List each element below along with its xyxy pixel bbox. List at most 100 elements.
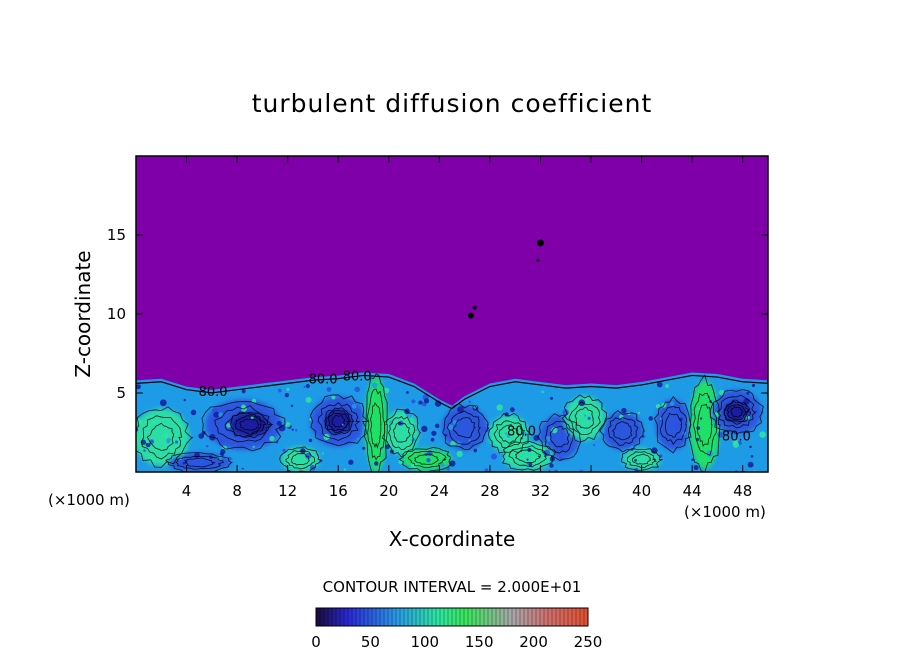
field-speckle	[528, 462, 533, 467]
x-axis-ticks: 4 8 12 16 20 24 28 32 36 40 44 48	[182, 156, 752, 500]
field-speckle	[450, 440, 457, 447]
field-speckle	[219, 438, 225, 445]
field-speckle	[509, 407, 515, 413]
contour-line	[331, 414, 346, 428]
field-speckle	[398, 468, 403, 472]
field-speckle	[303, 385, 306, 388]
field-speckle	[159, 399, 167, 407]
field-speckle	[418, 400, 423, 405]
x-tick-label: 4	[182, 482, 192, 500]
field-speckle	[252, 445, 255, 448]
field-speckle	[385, 444, 390, 450]
field-speckle	[166, 439, 171, 444]
field-speckle	[670, 387, 677, 394]
field-speckle	[457, 406, 464, 413]
contour-line	[324, 407, 355, 436]
field-speckle	[354, 386, 361, 393]
contour-line	[488, 412, 532, 454]
contour-line	[214, 405, 274, 443]
x-unit-left: (×1000 m)	[48, 491, 130, 509]
field-speckle	[473, 448, 478, 453]
field-speckle	[357, 437, 360, 441]
contour-line	[407, 450, 447, 469]
field-speckle	[411, 399, 416, 404]
field-speckle	[305, 384, 310, 389]
field-speckle	[276, 420, 282, 426]
field-speckle	[674, 422, 681, 429]
contour-line	[608, 417, 639, 446]
field-speckle	[218, 412, 224, 418]
field-speckle	[305, 452, 312, 459]
field-speckle	[594, 460, 601, 466]
field-speckle	[697, 406, 701, 411]
field-speckle	[550, 396, 554, 400]
field-speckle	[136, 384, 141, 390]
y-tick-label: 10	[107, 305, 126, 323]
field-speckle	[145, 442, 151, 448]
contour-line	[631, 453, 651, 465]
field-speckle	[644, 404, 651, 412]
field-speckle	[290, 404, 294, 408]
x-tick-label: 8	[232, 482, 242, 500]
field-speckle	[238, 468, 245, 472]
contour-line	[414, 453, 439, 465]
field-speckle	[656, 381, 663, 388]
field-speckle	[383, 387, 390, 394]
field-speckle	[749, 445, 752, 449]
contour-line	[392, 421, 411, 443]
field-speckle	[321, 452, 324, 455]
contour-line	[165, 452, 233, 472]
field-speckle	[637, 411, 641, 415]
boundary-layer-contour	[136, 374, 768, 410]
contour-lines	[136, 239, 768, 472]
contour-label: 80.0	[722, 429, 751, 444]
field-speckle	[562, 393, 566, 397]
field-speckle	[406, 391, 409, 394]
field-speckle	[669, 401, 675, 407]
field-speckle	[220, 448, 226, 455]
contour-line	[688, 374, 721, 472]
contour-line	[498, 424, 520, 444]
x-tick-label: 12	[278, 482, 297, 500]
field-speckle	[174, 440, 179, 444]
field-speckle	[685, 392, 690, 397]
field-speckle	[665, 384, 670, 389]
field-speckle	[435, 412, 441, 418]
contour-line	[235, 415, 267, 435]
field-speckle	[410, 462, 418, 469]
field-speckle	[205, 444, 209, 448]
field-speckle	[278, 424, 286, 432]
field-speckle	[447, 424, 454, 431]
contour-line	[239, 418, 260, 431]
field-speckle	[269, 435, 275, 442]
field-speckle	[742, 460, 747, 465]
field-speckle	[549, 463, 554, 468]
field-speckle	[751, 437, 758, 443]
field-speckle	[746, 391, 750, 395]
field-speckle	[694, 380, 699, 385]
field-speckle	[583, 414, 587, 417]
eddy-region	[564, 396, 605, 441]
field-speckle	[406, 464, 409, 468]
field-speckle	[551, 426, 558, 434]
field-speckle	[343, 468, 347, 471]
x-tick-label: 48	[733, 482, 752, 500]
contour-line	[136, 406, 194, 468]
field-speckle	[253, 390, 257, 394]
field-speckle	[213, 411, 220, 418]
field-speckle	[232, 422, 236, 425]
field-speckle	[755, 430, 758, 433]
contour-label: 80.0	[507, 425, 536, 440]
field-speckle	[430, 437, 435, 442]
plume-contour	[536, 239, 544, 247]
field-speckle	[634, 459, 638, 462]
field-speckle	[291, 428, 294, 431]
field-speckle	[537, 414, 541, 418]
x-tick-label: 44	[683, 482, 702, 500]
contour-label: 80.0	[343, 369, 372, 384]
field-speckle	[326, 386, 332, 392]
colorbar: 0 50 100 150 200 250	[311, 607, 602, 651]
contour-line	[726, 404, 747, 421]
contour-line	[388, 416, 415, 451]
